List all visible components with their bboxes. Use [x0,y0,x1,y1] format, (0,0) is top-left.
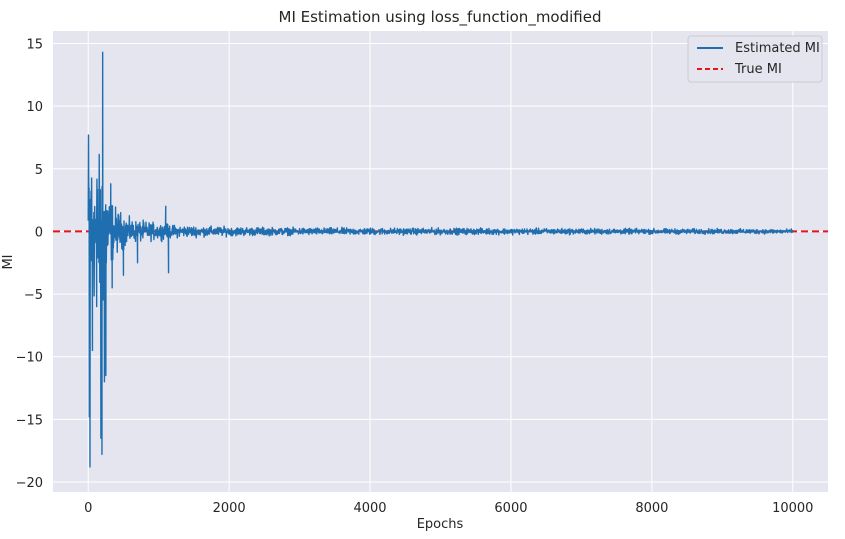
y-tick-label: 5 [35,163,43,178]
legend-label-true-mi: True MI [734,62,782,77]
estimated-mi-series [87,51,794,468]
x-tick-label: 2000 [213,501,246,516]
y-tick-label: 0 [35,225,43,240]
y-axis-label: MI [1,254,16,269]
y-tick-label: −10 [16,351,43,366]
y-tick-label: −20 [16,476,43,491]
tick-labels: 0 2000 4000 6000 8000 10000 −20 −15 −10 −5 0 5 10 15 [16,38,814,516]
legend: Estimated MI True MI [687,35,823,83]
legend-label-estimated-mi: Estimated MI [735,41,820,56]
x-tick-label: 6000 [494,501,527,516]
chart-title: MI Estimation using loss_function_modifi… [279,8,602,27]
x-axis-label: Epochs [417,517,464,532]
x-tick-label: 4000 [353,501,386,516]
x-tick-label: 0 [84,501,92,516]
y-tick-label: −5 [24,288,43,303]
plot-background [53,31,828,492]
y-tick-label: 10 [26,100,43,115]
y-tick-label: 15 [26,38,43,53]
y-tick-label: −15 [16,413,43,428]
estimated-mi-line [87,51,794,468]
x-tick-label: 8000 [635,501,668,516]
x-tick-label: 10000 [772,501,813,516]
